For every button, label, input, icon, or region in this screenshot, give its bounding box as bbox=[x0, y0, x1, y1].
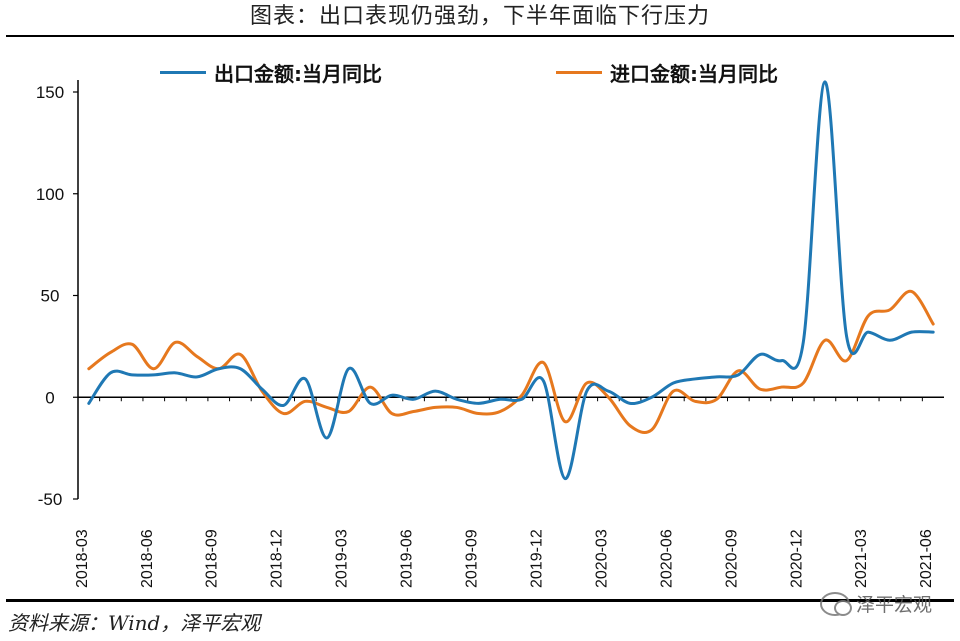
x-tick-label: 2018-09 bbox=[204, 529, 221, 588]
series-line-import bbox=[87, 289, 935, 434]
x-tick-label: 2019-12 bbox=[528, 529, 545, 588]
legend-item-import: 进口金额:当月同比 bbox=[556, 58, 778, 87]
y-tick-label: 100 bbox=[36, 185, 64, 204]
bottom-rule bbox=[6, 599, 954, 602]
legend-swatch-import bbox=[556, 71, 602, 74]
watermark-text: 泽平宏观 bbox=[855, 594, 932, 616]
x-tick-label: 2021-06 bbox=[918, 529, 935, 588]
legend-label-export: 出口金额:当月同比 bbox=[214, 62, 382, 86]
top-rule bbox=[6, 35, 954, 37]
x-tick-label: 2020-03 bbox=[593, 529, 610, 588]
series-line-export bbox=[87, 80, 935, 481]
x-tick-label: 2018-06 bbox=[139, 529, 156, 588]
x-tick-label: 2020-12 bbox=[788, 529, 805, 588]
source-note: 资料来源：Wind，泽平宏观 bbox=[8, 611, 261, 635]
x-tick-label: 2019-03 bbox=[334, 529, 351, 588]
y-tick-label: 0 bbox=[45, 388, 54, 407]
x-tick-label: 2019-09 bbox=[464, 529, 481, 588]
y-tick-label: 150 bbox=[36, 83, 64, 102]
chart-title: 图表：出口表现仍强劲，下半年面临下行压力 bbox=[249, 4, 710, 29]
x-tick-label: 2018-12 bbox=[269, 529, 286, 588]
chart-legend: 出口金额:当月同比 进口金额:当月同比 bbox=[0, 58, 960, 92]
x-tick-label: 2020-09 bbox=[723, 529, 740, 588]
x-tick-label: 2018-03 bbox=[74, 529, 91, 588]
x-tick-label: 2021-03 bbox=[853, 529, 870, 588]
x-tick-label: 2020-06 bbox=[658, 529, 675, 588]
x-tick-label: 2019-06 bbox=[399, 529, 416, 588]
legend-swatch-export bbox=[160, 71, 206, 74]
watermark: 泽平宏观 bbox=[819, 590, 932, 617]
y-tick-label: 50 bbox=[41, 287, 60, 306]
legend-item-export: 出口金额:当月同比 bbox=[160, 58, 382, 87]
legend-label-import: 进口金额:当月同比 bbox=[610, 62, 778, 86]
wechat-icon bbox=[819, 591, 852, 616]
y-tick-label: -50 bbox=[38, 490, 63, 509]
